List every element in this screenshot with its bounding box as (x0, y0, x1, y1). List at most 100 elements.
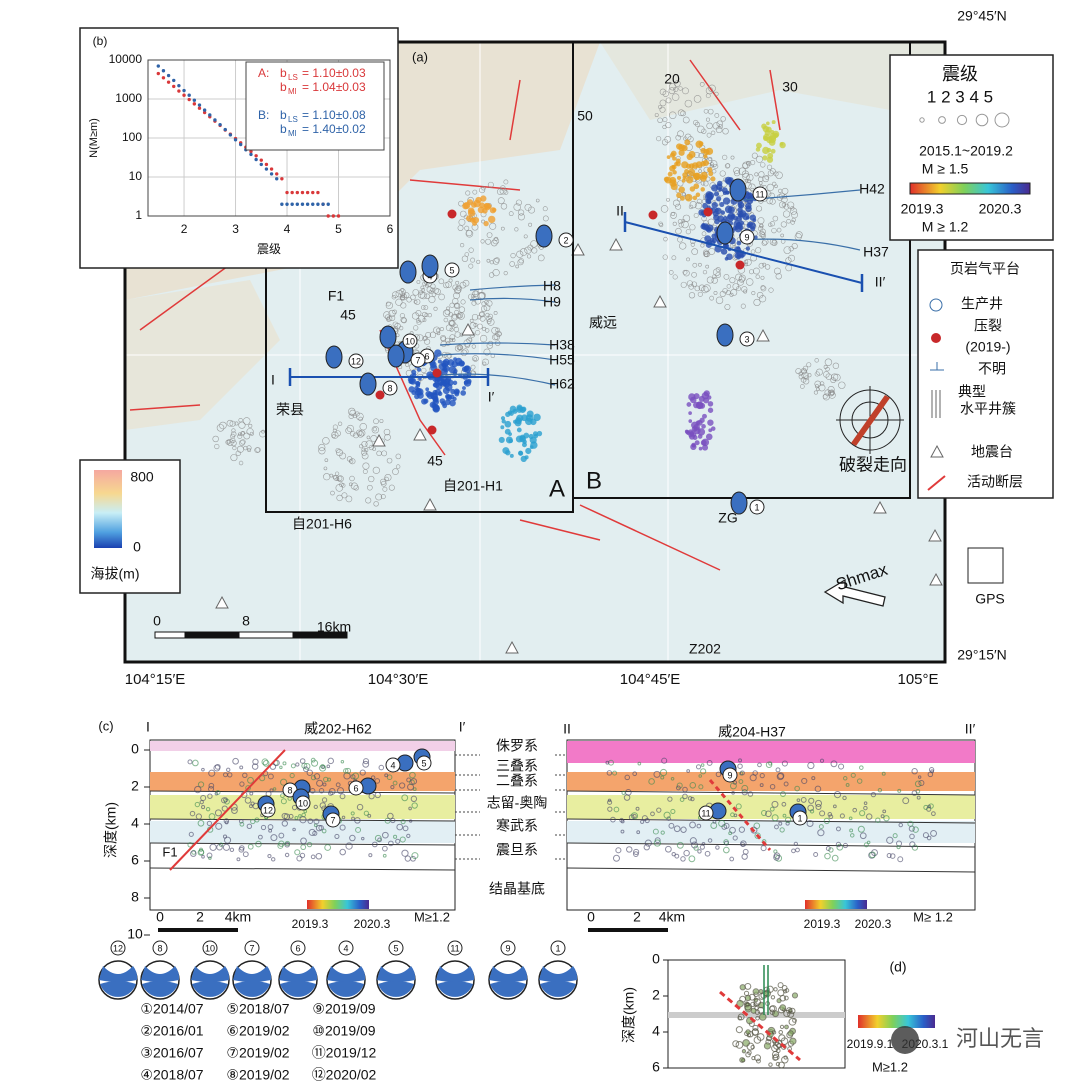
point (290, 190, 294, 195)
legend-station (930, 444, 944, 458)
seismic-event (889, 853, 896, 859)
seismic-event (688, 855, 696, 863)
label: 4km (659, 909, 685, 925)
seismic-event (689, 430, 695, 436)
seismic-event (771, 814, 779, 822)
label: 10 (298, 798, 308, 808)
seismic-event (723, 846, 730, 854)
seismic-event (212, 435, 219, 443)
seismic-event (912, 826, 919, 833)
seismic-event (348, 459, 354, 464)
label: 11 (701, 808, 710, 818)
seismic-event (709, 164, 714, 168)
seismic-event (780, 791, 786, 797)
label: 三叠系 (496, 758, 538, 774)
seismic-event (612, 854, 620, 862)
label: 2019.9.1 (847, 1037, 894, 1051)
seismic-event (659, 88, 667, 96)
seismic-event (756, 205, 763, 212)
seismic-event (500, 416, 506, 421)
label: 2015.1~2019.2 (919, 143, 1013, 159)
seismic-event (681, 145, 688, 152)
seismic-event (406, 297, 412, 303)
seismic-event (262, 760, 270, 767)
seismic-event (632, 771, 638, 777)
seismic-event (675, 227, 682, 235)
label: 105°E (897, 671, 938, 688)
beach-ball-quadrant (280, 981, 316, 997)
seismic-event (612, 770, 618, 776)
seismic-event (775, 1061, 781, 1067)
seismic-event (424, 338, 431, 345)
point (233, 138, 238, 142)
point (264, 162, 269, 167)
label: 结晶基底 (489, 881, 545, 897)
seismic-event (388, 309, 396, 317)
seismic-event (769, 221, 775, 227)
seismic-event (703, 250, 711, 258)
label: 0 (153, 613, 161, 629)
seismic-event (421, 311, 428, 318)
well-trace (739, 189, 861, 201)
seismic-event (332, 428, 337, 433)
seismic-event (828, 389, 835, 396)
time-colorbar (909, 182, 1031, 195)
seismic-event (542, 206, 548, 212)
focal-mechanism (716, 323, 734, 347)
seismic-event (741, 789, 748, 796)
seismic-event (415, 310, 422, 316)
seismic-event (723, 839, 729, 845)
seismic-event (207, 793, 213, 799)
seismic-event (663, 811, 671, 819)
seismic-event (705, 198, 711, 204)
label: 16km (317, 619, 351, 635)
seismic-event (732, 1040, 740, 1048)
seismic-event (707, 191, 715, 200)
beach-ball-quadrant (191, 966, 230, 982)
seismic-event (828, 847, 834, 853)
seismic-event (313, 804, 318, 810)
seismic-event (348, 413, 354, 419)
seismic-event (358, 416, 363, 422)
seismic-event (395, 289, 403, 298)
label: 11 (755, 189, 764, 199)
station (873, 500, 887, 514)
label: = 1.10±0.03 (302, 66, 366, 80)
map-label: H42 (859, 181, 885, 197)
seismic-event (288, 813, 294, 819)
active-fault (519, 519, 601, 541)
seismic-event (401, 317, 407, 324)
seismic-event (659, 99, 667, 107)
label: 4 (343, 943, 348, 953)
point (336, 214, 341, 218)
event-marker (416, 755, 432, 771)
seismic-event (668, 87, 676, 95)
point (187, 97, 191, 102)
seismic-event (789, 1007, 796, 1015)
seismic-event (859, 832, 867, 840)
seismic-event (381, 450, 388, 457)
label: b (280, 122, 287, 136)
point (300, 202, 305, 206)
seismic-event (458, 306, 466, 313)
seismic-event (214, 809, 222, 817)
point (321, 202, 325, 206)
seismic-event (760, 845, 767, 852)
seismic-event (323, 776, 329, 783)
seismic-event (736, 999, 744, 1008)
seismic-event (411, 369, 417, 375)
seismic-event (408, 819, 413, 823)
point (213, 118, 217, 122)
seismic-event (678, 222, 684, 228)
seismic-event (390, 784, 395, 790)
seismic-event (269, 788, 274, 793)
x-tick-label: 3 (232, 222, 239, 236)
seismic-event (657, 104, 663, 110)
seismic-event (768, 761, 773, 766)
seismic-event (757, 762, 762, 768)
seismic-event (464, 225, 470, 231)
point (254, 154, 258, 158)
label: 志留-奥陶 (487, 795, 548, 811)
seismic-event (626, 846, 633, 853)
y-tick-label: 100 (122, 130, 142, 144)
